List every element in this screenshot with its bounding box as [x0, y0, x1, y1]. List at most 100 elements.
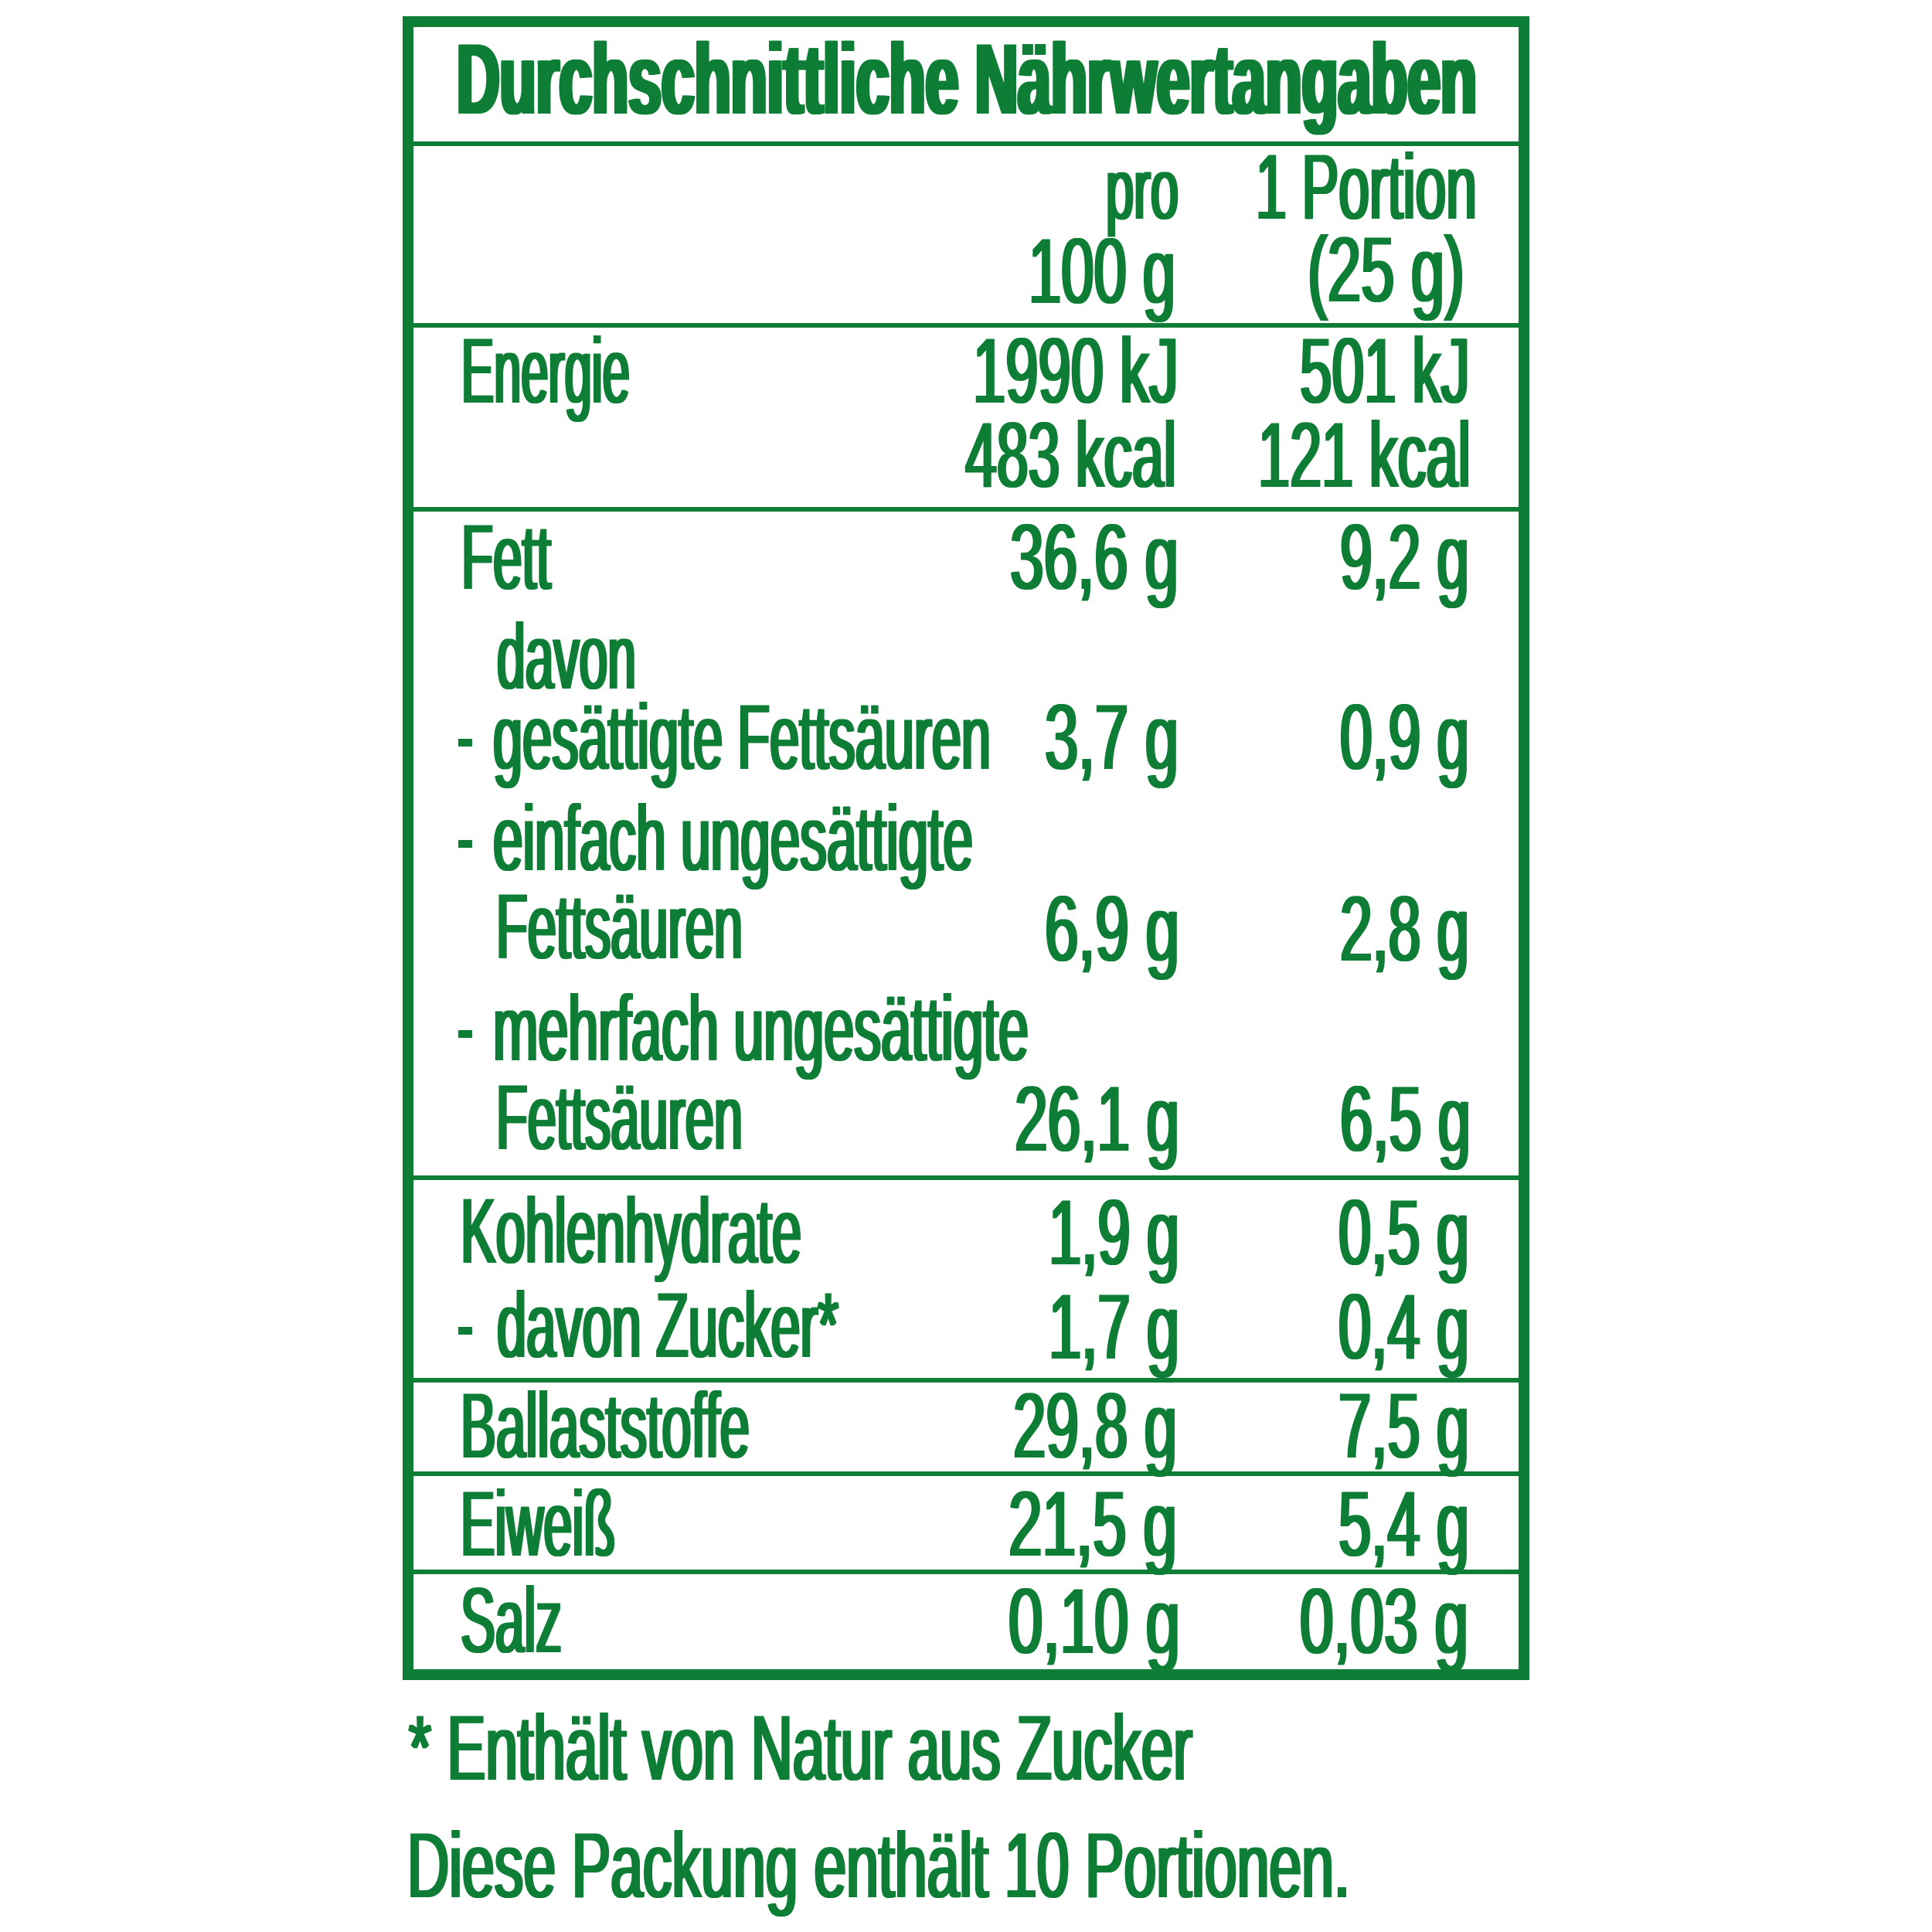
svg-text:6,5 g: 6,5 g	[1339, 1067, 1470, 1171]
svg-text:36,6 g: 36,6 g	[1010, 505, 1179, 609]
svg-text:davon: davon	[496, 604, 635, 709]
svg-text:0,03 g: 0,03 g	[1299, 1570, 1468, 1673]
svg-text:26,1 g: 26,1 g	[1013, 1068, 1178, 1172]
svg-text:0,4 g: 0,4 g	[1338, 1275, 1469, 1379]
svg-text:7,5 g: 7,5 g	[1340, 1374, 1471, 1478]
svg-text:pro: pro	[1107, 141, 1179, 238]
svg-text:0,03 g: 0,03 g	[1300, 1570, 1468, 1673]
svg-text:mehrfach ungesättigte: mehrfach ungesättigte	[492, 976, 1027, 1080]
svg-text:1 Portion: 1 Portion	[1256, 135, 1477, 239]
svg-text:501 kJ: 501 kJ	[1301, 320, 1471, 423]
svg-text:Salz: Salz	[460, 1568, 561, 1672]
svg-text:pro: pro	[1104, 141, 1177, 238]
svg-text:29,8 g: 29,8 g	[1015, 1375, 1179, 1478]
svg-text:0,4 g: 0,4 g	[1337, 1275, 1468, 1379]
svg-text:Eiweiß: Eiweiß	[461, 1471, 616, 1576]
svg-text:9,2 g: 9,2 g	[1342, 505, 1471, 609]
svg-text:(25 g): (25 g)	[1308, 218, 1464, 321]
svg-text:1 Portion: 1 Portion	[1255, 135, 1476, 239]
svg-text:Fett: Fett	[463, 505, 553, 608]
svg-text:6,5 g: 6,5 g	[1341, 1067, 1471, 1171]
svg-text:5,4 g: 5,4 g	[1340, 1472, 1471, 1576]
svg-text:davon Zucker*: davon Zucker*	[496, 1274, 838, 1377]
svg-text:0,10 g: 0,10 g	[1009, 1570, 1181, 1673]
svg-text:100 g: 100 g	[1029, 219, 1175, 323]
svg-text:gesättigte Fettsäuren: gesättigte Fettsäuren	[492, 685, 989, 789]
svg-text:gesättigte Fettsäuren: gesättigte Fettsäuren	[495, 685, 992, 789]
svg-text:21,5 g: 21,5 g	[1009, 1472, 1178, 1576]
svg-text:0,9 g: 0,9 g	[1341, 685, 1470, 789]
svg-text:2,8 g: 2,8 g	[1339, 877, 1468, 981]
svg-text:(25 g): (25 g)	[1309, 218, 1466, 321]
svg-text:Fettsäuren: Fettsäuren	[495, 874, 742, 978]
svg-text:1990 kJ: 1990 kJ	[972, 319, 1178, 423]
svg-text:Diese Packung enthält 10 Porti: Diese Packung enthält 10 Portionen.	[407, 1814, 1350, 1917]
svg-text:100 g: 100 g	[1027, 219, 1174, 323]
svg-text:pro: pro	[1107, 141, 1180, 238]
svg-text:1990 kJ: 1990 kJ	[971, 319, 1177, 423]
svg-text:7,5 g: 7,5 g	[1337, 1374, 1468, 1478]
svg-text:Kohlenhydrate: Kohlenhydrate	[460, 1179, 801, 1283]
svg-text:Salz: Salz	[462, 1568, 563, 1672]
svg-text:0,9 g: 0,9 g	[1342, 685, 1471, 789]
svg-text:Fettsäuren: Fettsäuren	[498, 874, 744, 978]
svg-text:einfach ungesättigte: einfach ungesättigte	[492, 786, 972, 890]
svg-text:36,6 g: 36,6 g	[1009, 505, 1177, 609]
svg-text:501 kJ: 501 kJ	[1301, 320, 1471, 423]
svg-text:Kohlenhydrate: Kohlenhydrate	[459, 1179, 800, 1283]
svg-text:Diese Packung enthält 10 Porti: Diese Packung enthält 10 Portionen.	[409, 1814, 1352, 1917]
svg-text:1,7 g: 1,7 g	[1047, 1275, 1178, 1379]
svg-text:0,03 g: 0,03 g	[1301, 1570, 1469, 1673]
svg-text:Fettsäuren: Fettsäuren	[498, 1065, 744, 1169]
svg-text:26,1 g: 26,1 g	[1016, 1068, 1181, 1172]
svg-text:1,9 g: 1,9 g	[1047, 1181, 1178, 1284]
svg-text:Diese Packung enthält 10 Porti: Diese Packung enthält 10 Portionen.	[406, 1814, 1349, 1917]
svg-text:Diese Packung enthält 10 Porti: Diese Packung enthält 10 Portionen.	[406, 1814, 1349, 1917]
svg-text:Energie: Energie	[463, 319, 631, 423]
svg-text:3,7 g: 3,7 g	[1044, 685, 1178, 789]
svg-text:3,7 g: 3,7 g	[1045, 685, 1179, 789]
svg-text:davon Zucker*: davon Zucker*	[497, 1274, 838, 1377]
svg-text:Energie: Energie	[460, 319, 628, 423]
svg-text:0,5 g: 0,5 g	[1340, 1181, 1471, 1284]
svg-text:Energie: Energie	[461, 319, 629, 423]
svg-text:Durchschnittliche Nährwertanga: Durchschnittliche Nährwertangaben	[458, 22, 1478, 135]
svg-text:0,9 g: 0,9 g	[1338, 685, 1468, 789]
svg-text:Ballaststoffe: Ballaststoffe	[459, 1373, 748, 1478]
svg-text:Durchschnittliche Nährwertanga: Durchschnittliche Nährwertangaben	[454, 22, 1475, 135]
svg-text:0,10 g: 0,10 g	[1009, 1570, 1180, 1673]
svg-text:7,5 g: 7,5 g	[1338, 1374, 1468, 1478]
svg-text:Fettsäuren: Fettsäuren	[496, 1065, 743, 1169]
svg-text:0,4 g: 0,4 g	[1338, 1275, 1468, 1379]
svg-text:2,8 g: 2,8 g	[1338, 877, 1468, 981]
svg-text:1,9 g: 1,9 g	[1050, 1181, 1181, 1284]
svg-text:7,5 g: 7,5 g	[1338, 1374, 1469, 1478]
svg-text:483 kcal: 483 kcal	[967, 404, 1178, 508]
svg-text:gesättigte Fettsäuren: gesättigte Fettsäuren	[494, 685, 992, 789]
svg-text:483 kcal: 483 kcal	[965, 404, 1176, 508]
svg-text:Eiweiß: Eiweiß	[459, 1471, 614, 1576]
svg-text:6,9 g: 6,9 g	[1046, 877, 1180, 981]
svg-text:einfach ungesättigte: einfach ungesättigte	[494, 786, 974, 890]
svg-text:Fett: Fett	[461, 505, 551, 608]
svg-text:pro: pro	[1106, 141, 1179, 238]
svg-text:1 Portion: 1 Portion	[1257, 135, 1478, 239]
svg-text:1,9 g: 1,9 g	[1048, 1181, 1179, 1284]
svg-text:davon: davon	[498, 604, 638, 709]
svg-text:Ballaststoffe: Ballaststoffe	[462, 1373, 751, 1478]
svg-text:Fettsäuren: Fettsäuren	[497, 874, 743, 978]
svg-text:1,7 g: 1,7 g	[1049, 1275, 1179, 1379]
svg-text:6,9 g: 6,9 g	[1045, 877, 1179, 981]
svg-text:Fett: Fett	[460, 505, 549, 608]
svg-text:5,4 g: 5,4 g	[1339, 1472, 1470, 1576]
svg-text:* Enthält von Natur aus Zucker: * Enthält von Natur aus Zucker	[410, 1697, 1194, 1800]
svg-text:1990 kJ: 1990 kJ	[974, 319, 1179, 423]
svg-text:1 Portion: 1 Portion	[1254, 135, 1475, 239]
svg-text:1,7 g: 1,7 g	[1050, 1275, 1181, 1379]
svg-text:* Enthält von Natur aus Zucker: * Enthält von Natur aus Zucker	[407, 1697, 1191, 1800]
svg-text:gesättigte Fettsäuren: gesättigte Fettsäuren	[493, 685, 991, 789]
svg-text:36,6 g: 36,6 g	[1012, 505, 1180, 609]
svg-text:29,8 g: 29,8 g	[1012, 1375, 1176, 1478]
svg-text:1990 kJ: 1990 kJ	[975, 319, 1180, 423]
svg-text:einfach ungesättigte: einfach ungesättigte	[493, 786, 973, 890]
